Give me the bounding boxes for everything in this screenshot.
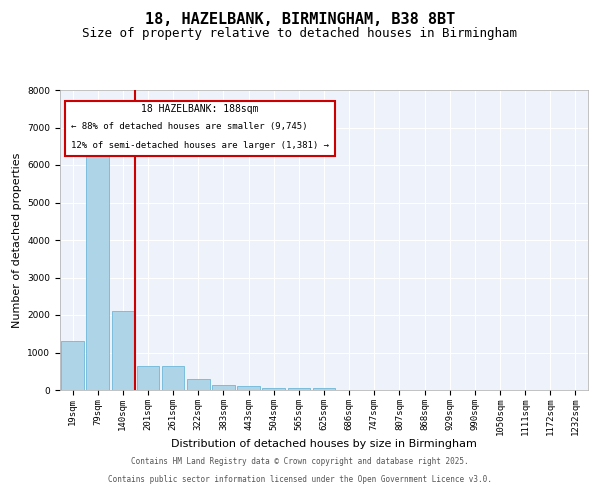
- Text: 12% of semi-detached houses are larger (1,381) →: 12% of semi-detached houses are larger (…: [71, 141, 329, 150]
- Text: Contains HM Land Registry data © Crown copyright and database right 2025.: Contains HM Land Registry data © Crown c…: [131, 458, 469, 466]
- FancyBboxPatch shape: [65, 100, 335, 156]
- Text: Contains public sector information licensed under the Open Government Licence v3: Contains public sector information licen…: [108, 475, 492, 484]
- X-axis label: Distribution of detached houses by size in Birmingham: Distribution of detached houses by size …: [171, 440, 477, 450]
- Bar: [61, 341, 84, 390]
- Text: 18 HAZELBANK: 188sqm: 18 HAZELBANK: 188sqm: [141, 104, 259, 114]
- Bar: [262, 388, 285, 390]
- Bar: [86, 142, 109, 390]
- Bar: [287, 388, 310, 390]
- Bar: [162, 366, 184, 390]
- Bar: [313, 388, 335, 390]
- Bar: [212, 385, 235, 390]
- Bar: [137, 366, 160, 390]
- Bar: [187, 379, 209, 390]
- Text: ← 88% of detached houses are smaller (9,745): ← 88% of detached houses are smaller (9,…: [71, 122, 307, 130]
- Text: 18, HAZELBANK, BIRMINGHAM, B38 8BT: 18, HAZELBANK, BIRMINGHAM, B38 8BT: [145, 12, 455, 28]
- Y-axis label: Number of detached properties: Number of detached properties: [12, 152, 22, 328]
- Bar: [237, 386, 260, 390]
- Bar: [112, 311, 134, 390]
- Text: Size of property relative to detached houses in Birmingham: Size of property relative to detached ho…: [83, 28, 517, 40]
